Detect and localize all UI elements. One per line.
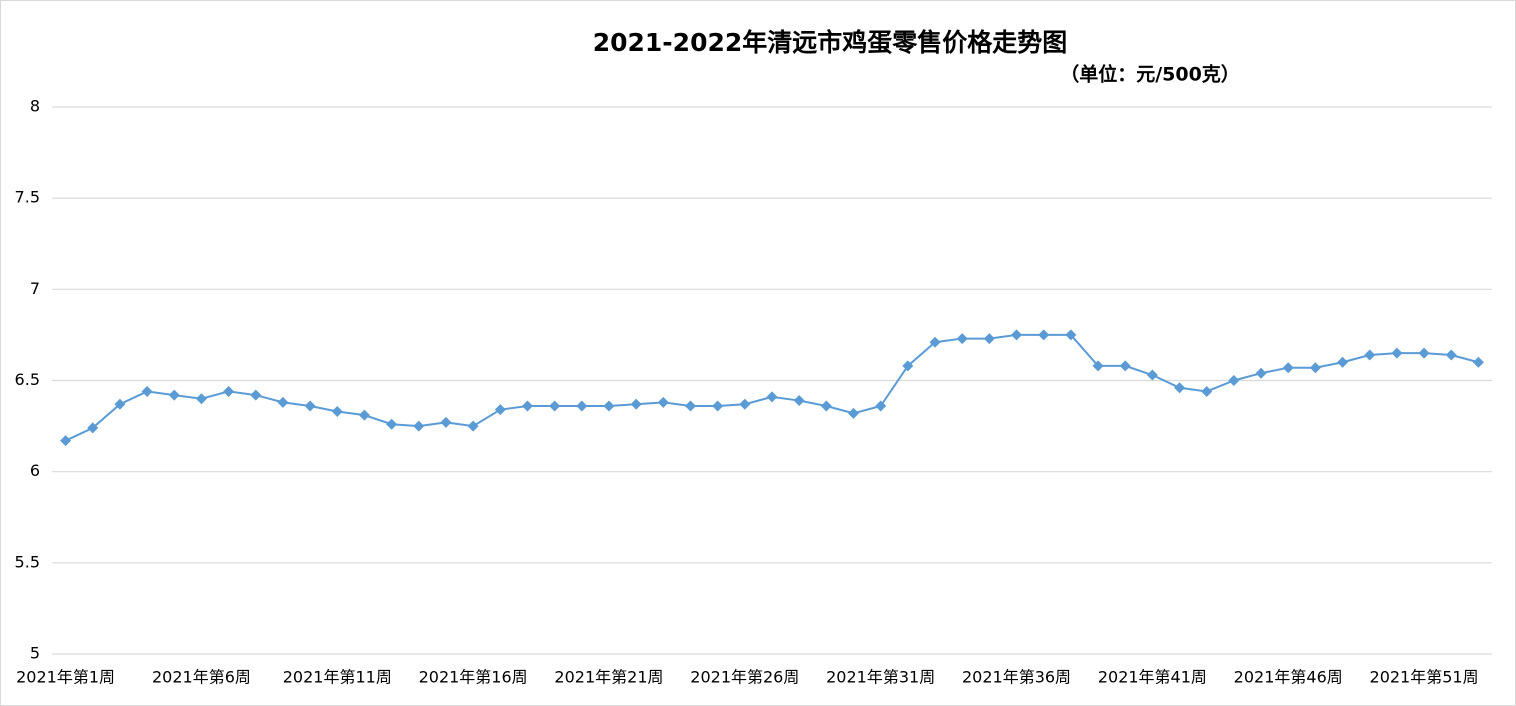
data-point — [223, 385, 235, 397]
data-point — [1255, 367, 1267, 379]
data-point — [1364, 349, 1376, 361]
data-point — [331, 405, 343, 417]
data-point — [1309, 362, 1321, 374]
data-point — [304, 400, 316, 412]
y-tick-label: 5 — [30, 644, 40, 663]
data-point — [902, 360, 914, 372]
chart-title: 2021-2022年清远市鸡蛋零售价格走势图 — [593, 28, 1068, 57]
data-point — [1391, 347, 1403, 359]
data-point — [114, 398, 126, 410]
data-point — [1174, 382, 1186, 394]
data-point — [1418, 347, 1430, 359]
data-point — [712, 400, 724, 412]
data-point — [467, 420, 479, 432]
data-point — [848, 407, 860, 419]
data-point — [1146, 369, 1158, 381]
x-tick-label: 2021年第46周 — [1234, 668, 1343, 687]
data-point — [793, 395, 805, 407]
data-point — [766, 391, 778, 403]
data-point — [358, 409, 370, 421]
data-point — [413, 420, 425, 432]
data-point — [195, 393, 207, 405]
x-tick-label: 2021年第11周 — [283, 668, 392, 687]
x-tick-label: 2021年第26周 — [690, 668, 799, 687]
x-tick-label: 2021年第16周 — [419, 668, 528, 687]
data-point — [1282, 362, 1294, 374]
data-point — [521, 400, 533, 412]
data-point — [576, 400, 588, 412]
data-point — [630, 398, 642, 410]
data-point — [875, 400, 887, 412]
x-tick-label: 2021年第36周 — [962, 668, 1071, 687]
x-tick-label: 2021年第51周 — [1370, 668, 1479, 687]
data-point — [657, 396, 669, 408]
data-point — [739, 398, 751, 410]
y-tick-label: 8 — [30, 97, 40, 116]
data-point — [277, 396, 289, 408]
y-tick-label: 6.5 — [15, 370, 40, 389]
data-point — [1092, 360, 1104, 372]
data-point — [168, 389, 180, 401]
data-point — [1337, 356, 1349, 368]
data-point — [1228, 375, 1240, 386]
chart-subtitle: （单位：元/500克） — [1060, 63, 1240, 86]
data-point — [983, 333, 995, 345]
data-point — [494, 404, 506, 416]
x-tick-label: 2021年第31周 — [826, 668, 935, 687]
data-point — [141, 385, 153, 397]
data-point — [1445, 349, 1457, 361]
data-point — [956, 333, 968, 345]
data-point — [1011, 329, 1023, 341]
data-point — [60, 435, 72, 447]
data-point — [1065, 329, 1077, 341]
data-point — [929, 336, 941, 348]
y-tick-label: 6 — [30, 461, 40, 480]
data-point — [820, 400, 832, 412]
data-point — [87, 422, 99, 434]
x-tick-label: 2021年第1周 — [16, 668, 115, 687]
x-tick-label: 2021年第21周 — [554, 668, 663, 687]
data-point — [1119, 360, 1131, 372]
data-point — [1038, 329, 1050, 341]
data-point — [386, 418, 398, 430]
data-point — [440, 416, 452, 428]
x-tick-label: 2021年第41周 — [1098, 668, 1207, 687]
y-tick-label: 5.5 — [15, 552, 40, 571]
y-tick-label: 7 — [30, 279, 40, 298]
x-tick-label: 2021年第6周 — [152, 668, 251, 687]
data-point — [1201, 385, 1213, 397]
data-point — [250, 389, 262, 401]
data-point — [1472, 356, 1484, 368]
data-point — [603, 400, 615, 412]
y-tick-label: 7.5 — [15, 188, 40, 207]
data-point — [684, 400, 696, 412]
data-point — [549, 400, 561, 412]
